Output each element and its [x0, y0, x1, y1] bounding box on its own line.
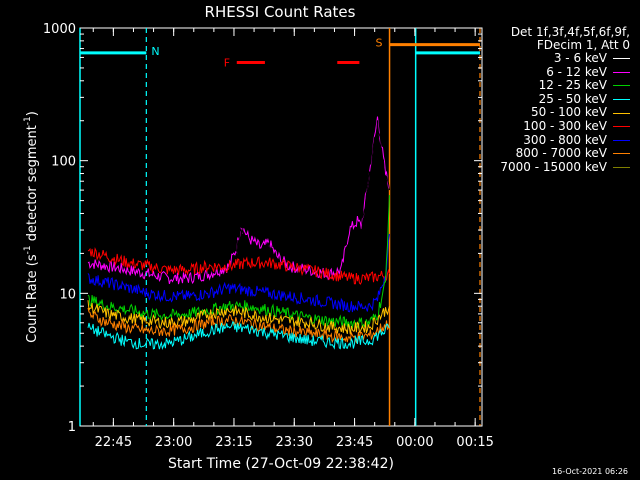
legend-entry: 25 - 50 keV: [470, 91, 630, 107]
legend: Det 1f,3f,4f,5f,6f,9f, FDecim 1, Att 0 3…: [470, 26, 630, 174]
y-tick-label: 1: [68, 420, 76, 435]
legend-entry-label: 6 - 12 keV: [546, 64, 607, 79]
legend-entry: 100 - 300 keV: [470, 118, 630, 134]
series-line: [87, 247, 390, 285]
legend-swatch: [613, 58, 630, 60]
legend-swatch: [613, 139, 630, 141]
legend-entry: 50 - 100 keV: [470, 106, 630, 120]
legend-swatch: [613, 85, 630, 87]
legend-entry: 300 - 800 keV: [470, 132, 630, 148]
timestamp: 16-Oct-2021 06:26: [552, 467, 628, 476]
x-tick-label: 00:00: [396, 435, 433, 450]
series-line: [87, 307, 390, 344]
legend-swatch: [613, 71, 630, 73]
legend-entry-label: 800 - 7000 keV: [515, 146, 607, 161]
series-line: [87, 320, 390, 350]
legend-entry-label: 12 - 25 keV: [538, 78, 607, 93]
legend-swatch: [613, 112, 630, 114]
legend-entry-label: 25 - 50 keV: [538, 91, 607, 106]
legend-swatch: [613, 167, 630, 169]
y-tick-label: 10: [59, 287, 76, 302]
chart-title: RHESSI Count Rates: [205, 3, 356, 21]
x-tick-label: 22:45: [95, 435, 132, 450]
x-tick-label: 23:45: [336, 435, 373, 450]
x-tick-label: 23:30: [276, 435, 313, 450]
x-tick-label: 23:15: [215, 435, 252, 450]
x-tick-label: 23:00: [155, 435, 192, 450]
series-line: [87, 300, 390, 335]
legend-header-line-2: FDecim 1, Att 0: [536, 38, 630, 52]
y-tick-label: 1000: [43, 22, 76, 37]
series-line: [87, 195, 390, 330]
legend-entry: 12 - 25 keV: [470, 79, 630, 93]
legend-entry-label: 100 - 300 keV: [523, 118, 607, 133]
series-line: [87, 233, 390, 313]
legend-entry-label: 3 - 6 keV: [553, 51, 607, 65]
plot-frame: [79, 27, 483, 427]
legend-header-line-1: Det 1f,3f,4f,5f,6f,9f,: [510, 25, 630, 39]
saa-label: S: [376, 37, 383, 50]
night-label: N: [151, 45, 159, 58]
legend-entry: 3 - 6 keV: [470, 51, 630, 66]
legend-swatch: [613, 153, 630, 155]
legend-entry-label: 7000 - 15000 keV: [500, 159, 607, 174]
legend-entry-label: 50 - 100 keV: [530, 105, 607, 120]
legend-entry: 6 - 12 keV: [470, 64, 630, 80]
legend-entry-label: 300 - 800 keV: [523, 132, 607, 147]
legend-entry: 7000 - 15000 keV: [470, 159, 630, 175]
y-tick-label: 100: [51, 155, 76, 170]
x-axis-label: Start Time (27-Oct-09 22:38:42): [168, 456, 394, 472]
legend-swatch: [613, 126, 630, 128]
x-tick-label: 00:15: [456, 435, 493, 450]
flare-label: F: [224, 56, 230, 69]
legend-swatch: [613, 99, 630, 101]
y-axis-label: Count Rate (s-1 detector segment-1): [23, 111, 40, 343]
legend-entry: 800 - 7000 keV: [470, 147, 630, 161]
